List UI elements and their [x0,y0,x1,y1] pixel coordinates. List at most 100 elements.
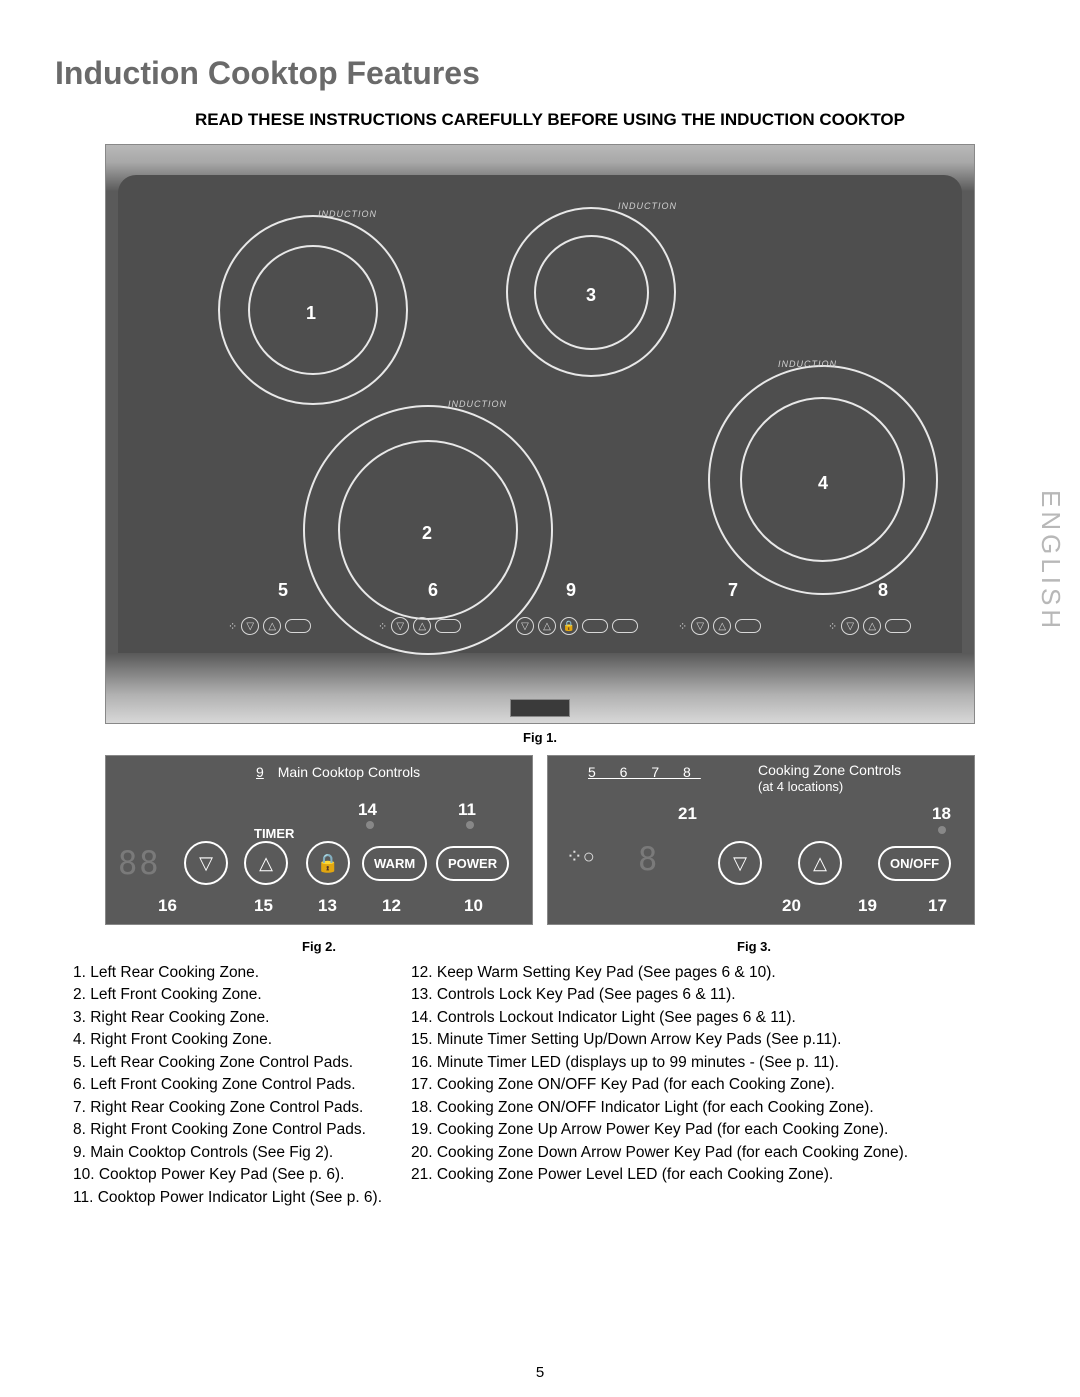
pad-onoff-icon [435,619,461,633]
num-14: 14 [358,800,377,820]
legend-item: 15. Minute Timer Setting Up/Down Arrow K… [411,1029,1025,1051]
power-indicator-light [466,821,474,829]
legend-item: 14. Controls Lockout Indicator Light (Se… [411,1007,1025,1029]
pad-zone-icon: ⁘ [678,620,687,633]
legend-item: 5. Left Rear Cooking Zone Control Pads. [73,1052,411,1074]
timer-down-button: ▽ [184,841,228,885]
fig3-body: ⁘○ 8 ▽ △ ON/OFF 21 18 20 19 17 [548,796,974,924]
legend-item: 13. Controls Lock Key Pad (See pages 6 &… [411,984,1025,1006]
pad-warm-icon [582,619,608,633]
legend-item: 3. Right Rear Cooking Zone. [73,1007,411,1029]
legend-item: 20. Cooking Zone Down Arrow Power Key Pa… [411,1142,1025,1164]
induction-label-2: INDUCTION [448,399,507,409]
power-button: POWER [436,846,509,881]
pad-onoff-icon [885,619,911,633]
induction-label-1: INDUCTION [318,209,377,219]
fig3-header-text-wrap: Cooking Zone Controls (at 4 locations) [758,762,901,794]
legend-item: 17. Cooking Zone ON/OFF Key Pad (for eac… [411,1074,1025,1096]
fig2-header-text: Main Cooktop Controls [278,764,420,780]
fig3-header-sub: (at 4 locations) [758,779,843,794]
zone-onoff-indicator-light [938,826,946,834]
legend-col-1: 1. Left Rear Cooking Zone. 2. Left Front… [73,962,411,1209]
num-19: 19 [858,896,877,916]
num-16: 16 [158,896,177,916]
pad-lock-icon: 🔒 [560,617,578,635]
pad-power-icon [612,619,638,633]
num-17: 17 [928,896,947,916]
num-21: 21 [678,804,697,824]
zone-power-led: 8 [638,840,672,880]
zone-4-num: 4 [818,473,828,494]
legend-item: 4. Right Front Cooking Zone. [73,1029,411,1051]
legend-item: 18. Cooking Zone ON/OFF Indicator Light … [411,1097,1025,1119]
control-pads-6: ⁘ ▽ △ [378,617,461,635]
pad-up-icon: △ [263,617,281,635]
pad-down-icon: ▽ [516,617,534,635]
induction-label-3: INDUCTION [618,201,677,211]
num-13: 13 [318,896,337,916]
num-20: 20 [782,896,801,916]
num-10: 10 [464,896,483,916]
pad-down-icon: ▽ [691,617,709,635]
ctrl-num-7: 7 [728,580,738,601]
legend-item: 2. Left Front Cooking Zone. [73,984,411,1006]
control-pads-9: ▽ △ 🔒 [516,617,638,635]
zone-onoff-button: ON/OFF [878,846,951,881]
page-subtitle: READ THESE INSTRUCTIONS CAREFULLY BEFORE… [55,110,1025,130]
fig23-row: 9 Main Cooktop Controls 88 TIMER ▽ △ 🔒 W… [105,755,975,925]
fig3-header-text: Cooking Zone Controls [758,762,901,778]
zone-down-button: ▽ [718,841,762,885]
pad-onoff-icon [285,619,311,633]
num-12: 12 [382,896,401,916]
fig3-header-nums: 5 6 7 8 [588,764,701,780]
induction-label-4: INDUCTION [778,359,837,369]
page-number: 5 [0,1364,1080,1381]
legend-item: 9. Main Cooktop Controls (See Fig 2). [73,1142,411,1164]
legend-col-2: 12. Keep Warm Setting Key Pad (See pages… [411,962,1025,1209]
fig2-header-num: 9 [256,764,264,780]
legend-item: 11. Cooktop Power Indicator Light (See p… [73,1187,411,1209]
zone-2-num: 2 [422,523,432,544]
side-language-label: ENGLISH [1035,490,1066,632]
pad-onoff-icon [735,619,761,633]
fig1-cooktop-diagram: 1 2 3 4 INDUCTION INDUCTION INDUCTION IN… [105,144,975,724]
fig2-header: 9 Main Cooktop Controls [256,764,420,780]
fig2-main-controls: 9 Main Cooktop Controls 88 TIMER ▽ △ 🔒 W… [105,755,533,925]
zone-selector-icon: ⁘○ [566,844,595,869]
fig2-caption: Fig 2. [105,939,533,954]
legend-item: 21. Cooking Zone Power Level LED (for ea… [411,1164,1025,1186]
timer-label: TIMER [254,826,294,841]
pad-zone-icon: ⁘ [228,620,237,633]
num-18: 18 [932,804,951,824]
pad-up-icon: △ [538,617,556,635]
timer-up-button: △ [244,841,288,885]
pad-up-icon: △ [713,617,731,635]
cooktop-surface: 1 2 3 4 INDUCTION INDUCTION INDUCTION IN… [118,175,962,653]
pad-zone-icon: ⁘ [378,620,387,633]
zone-3-num: 3 [586,285,596,306]
ctrl-num-9: 9 [566,580,576,601]
legend-item: 7. Right Rear Cooking Zone Control Pads. [73,1097,411,1119]
page-title: Induction Cooktop Features [55,55,1025,92]
legend: 1. Left Rear Cooking Zone. 2. Left Front… [73,962,1025,1209]
ctrl-num-8: 8 [878,580,888,601]
pad-up-icon: △ [863,617,881,635]
fig1-caption: Fig 1. [55,730,1025,745]
control-pads-8: ⁘ ▽ △ [828,617,911,635]
legend-item: 10. Cooktop Power Key Pad (See p. 6). [73,1164,411,1186]
fig23-captions: Fig 2. Fig 3. [105,939,975,954]
legend-item: 8. Right Front Cooking Zone Control Pads… [73,1119,411,1141]
pad-down-icon: ▽ [391,617,409,635]
zone-1-num: 1 [306,303,316,324]
pad-zone-icon: ⁘ [828,620,837,633]
num-11: 11 [458,800,476,820]
ctrl-num-6: 6 [428,580,438,601]
legend-item: 16. Minute Timer LED (displays up to 99 … [411,1052,1025,1074]
pad-up-icon: △ [413,617,431,635]
brand-badge [510,699,570,717]
lockout-indicator-light [366,821,374,829]
ctrl-num-5: 5 [278,580,288,601]
timer-led: 88 [118,844,172,884]
pad-down-icon: ▽ [841,617,859,635]
pad-down-icon: ▽ [241,617,259,635]
